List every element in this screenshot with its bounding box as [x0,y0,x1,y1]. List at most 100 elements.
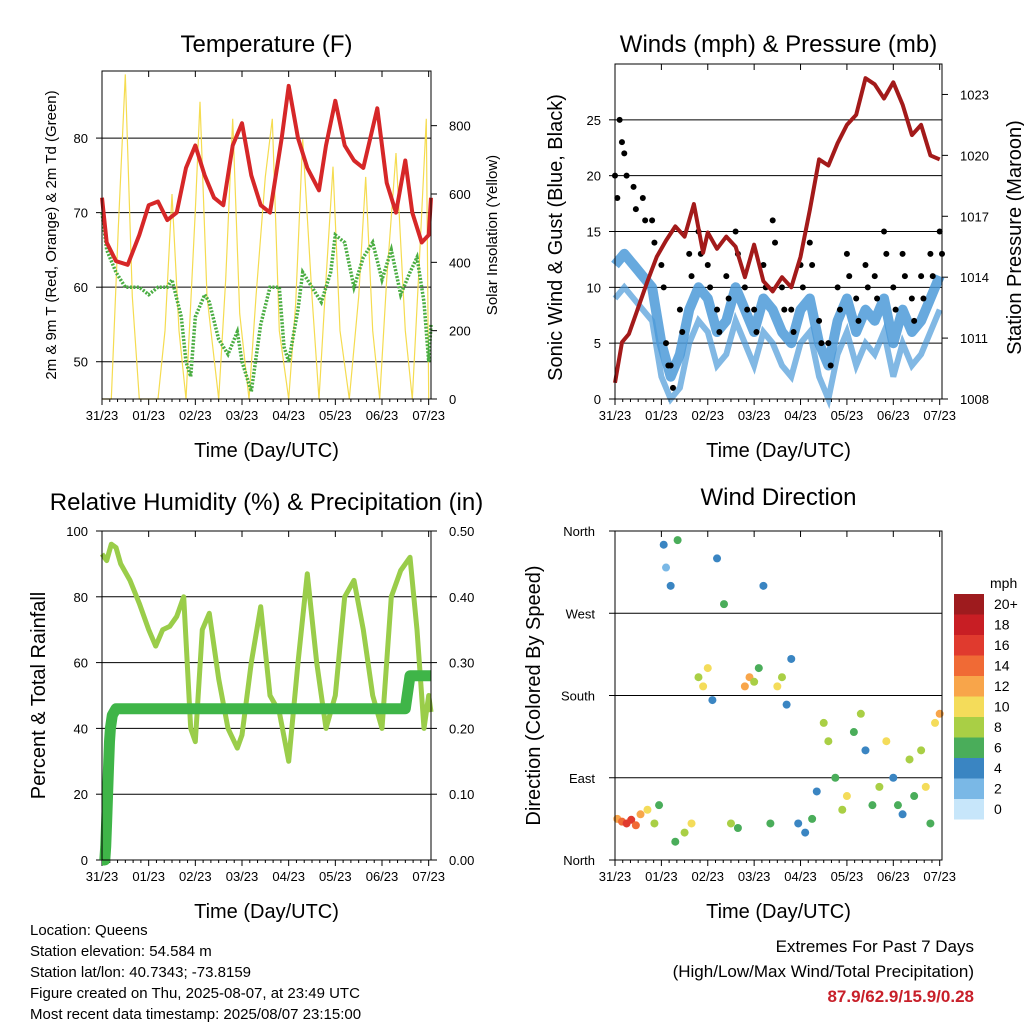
x-tick-label: 04/23 [272,408,305,423]
y-axis-label: Sonic Wind & Gust (Blue, Black) [545,94,567,381]
gust-point [744,306,751,313]
direction-point [819,718,828,727]
x-tick-label: 31/23 [599,408,632,423]
y2-tick-label: 0.00 [449,853,474,868]
legend-label: 16 [994,637,1010,653]
gust-point [806,239,813,246]
station-info: Location: Queens Station elevation: 54.5… [30,920,361,1025]
gust-point [855,317,862,324]
dewpoint-line [100,212,433,393]
x-tick-label: 05/23 [319,869,352,884]
gust-point [918,273,925,280]
gust-point [651,239,658,246]
station-latlon: Station lat/lon: 40.7343; -73.8159 [30,964,252,981]
legend-label: 12 [994,678,1010,694]
gust-point [936,228,943,235]
direction-point [740,682,749,691]
legend-label: 20+ [994,596,1018,612]
legend-label: 4 [994,760,1002,776]
y-tick-label: 0 [594,392,601,407]
x-tick-label: 31/23 [599,869,632,884]
y2-tick-label: 1020 [960,148,989,163]
direction-point [766,819,775,828]
gust-point [725,295,732,302]
y2-tick-label: 0.10 [449,787,474,802]
legend-swatch [954,635,984,656]
y-tick-label: South [561,689,595,704]
direction-point [662,563,671,572]
direction-point [636,810,645,819]
gust-point [660,284,667,291]
humidity-line [99,541,434,764]
gust-point [883,250,890,257]
panel-title: Winds (mph) & Pressure (mb) [620,31,937,58]
y-axis-label: Direction (Colored By Speed) [523,565,545,825]
y-tick-label: West [566,606,596,621]
y-tick-label: 5 [594,336,601,351]
y2-tick-label: 0.30 [449,656,474,671]
x-axis-label: Time (Day/UTC) [194,440,339,462]
y-tick-label: 80 [74,590,88,605]
x-axis-label: Time (Day/UTC) [706,901,851,923]
gust-point [816,317,823,324]
gust-point [778,284,785,291]
gust-point [836,306,843,313]
legend-label: 8 [994,719,1002,735]
y-tick-label: 100 [66,524,88,539]
gust-point [663,340,670,347]
gust-point [809,262,816,268]
gust-point [769,217,776,224]
direction-point [889,773,898,782]
direction-point [861,746,870,755]
direction-point [720,600,728,609]
direction-point [812,787,821,796]
gust-point [642,217,649,224]
direction-point [703,664,712,673]
direction-point [631,821,640,830]
x-tick-label: 02/23 [179,408,212,423]
y2-tick-label: 0.50 [449,524,474,539]
direction-point [794,819,803,828]
direction-point [713,554,722,563]
gust-point [723,273,730,280]
gust-point [667,362,674,369]
direction-point [759,581,768,590]
gust-point [864,284,871,291]
gust-point [669,384,676,391]
direction-point [801,828,810,837]
direction-point [838,805,847,814]
gust-point [790,329,797,335]
legend-swatch [954,594,984,615]
x-tick-label: 03/23 [738,408,771,423]
gust-point [874,295,881,302]
gust-point [846,273,853,280]
legend-swatch [954,655,984,676]
legend-label: 0 [994,801,1002,817]
legend-label: 18 [994,617,1010,633]
legend-swatch [954,758,984,779]
x-tick-label: 01/23 [132,869,165,884]
gust-point [760,262,767,268]
solar-insolation-line [102,74,430,400]
direction-point [910,792,919,801]
gust-point [827,362,834,369]
y-tick-label: 60 [74,656,88,671]
legend-swatch [954,717,984,738]
speed-legend: mph 20+ 18 16 14 12 10 8 6 4 2 0 [954,575,1018,820]
gust-point [623,172,630,179]
x-tick-label: 06/23 [366,869,399,884]
gust-point [818,340,825,347]
y-tick-label: North [563,524,595,539]
panel-title: Relative Humidity (%) & Precipitation (i… [50,489,483,516]
y-tick-label: 20 [587,169,601,184]
gust-point [834,284,841,291]
direction-point [733,824,742,833]
y-tick-label: 10 [587,280,601,295]
x-tick-label: 02/23 [691,869,724,884]
direction-point [808,814,817,823]
direction-point [856,709,865,718]
direction-point [842,792,851,801]
station-elevation: Station elevation: 54.584 m [30,943,212,960]
direction-point [849,728,858,737]
y2-tick-label: 1023 [960,87,989,102]
